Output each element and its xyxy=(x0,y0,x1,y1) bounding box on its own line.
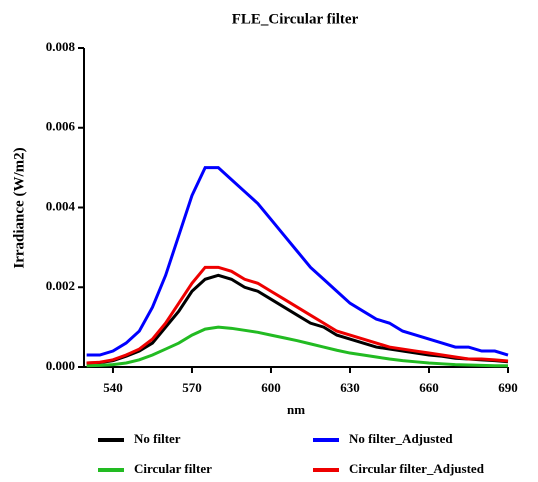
chart-title: FLE_Circular filter xyxy=(232,11,359,27)
y-tick-label: 0.006 xyxy=(46,119,76,134)
legend-label: Circular filter_Adjusted xyxy=(349,461,485,476)
line-series xyxy=(86,166,509,357)
x-tick-label: 600 xyxy=(261,380,281,395)
y-tick-label: 0.008 xyxy=(46,39,76,54)
legend-label: Circular filter xyxy=(134,461,212,476)
line-series xyxy=(86,325,508,368)
line-series xyxy=(86,273,509,365)
x-tick-label: 570 xyxy=(182,380,202,395)
y-tick-label: 0.000 xyxy=(46,358,75,373)
y-axis-label: Irradiance (W/m2) xyxy=(11,147,27,268)
y-tick-label: 0.002 xyxy=(46,278,75,293)
x-axis-label: nm xyxy=(287,402,305,417)
legend-label: No filter xyxy=(134,431,181,446)
legend-label: No filter_Adjusted xyxy=(349,431,453,446)
line-series xyxy=(86,265,509,365)
x-tick-label: 690 xyxy=(498,380,518,395)
x-tick-label: 540 xyxy=(103,380,123,395)
x-tick-label: 630 xyxy=(340,380,360,395)
x-tick-label: 660 xyxy=(419,380,439,395)
y-tick-label: 0.004 xyxy=(46,198,76,213)
